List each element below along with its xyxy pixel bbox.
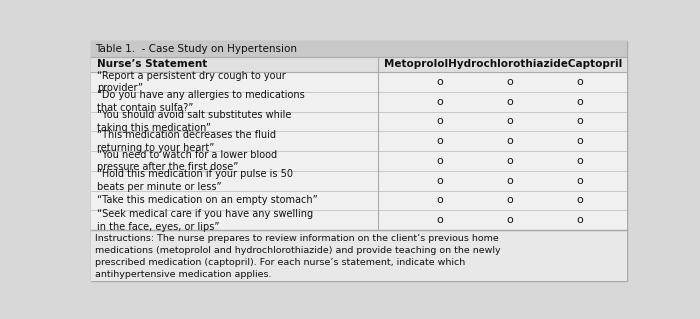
Bar — [90, 171, 627, 190]
Text: Instructions: The nurse prepares to review information on the client’s previous : Instructions: The nurse prepares to revi… — [95, 234, 501, 279]
Text: o: o — [507, 176, 513, 186]
Text: o: o — [576, 156, 583, 166]
Text: o: o — [437, 116, 444, 127]
Text: o: o — [437, 97, 444, 107]
Bar — [90, 230, 627, 281]
Text: o: o — [437, 176, 444, 186]
Text: o: o — [507, 196, 513, 205]
Text: o: o — [507, 215, 513, 225]
Text: o: o — [437, 215, 444, 225]
Text: “Report a persistent dry cough to your
provider”: “Report a persistent dry cough to your p… — [97, 70, 286, 93]
Text: o: o — [576, 215, 583, 225]
Text: o: o — [437, 156, 444, 166]
Bar — [90, 92, 627, 112]
Text: o: o — [576, 77, 583, 87]
Bar — [90, 72, 627, 92]
Bar — [90, 151, 627, 171]
Text: “Do you have any allergies to medications
that contain sulfa?”: “Do you have any allergies to medication… — [97, 90, 304, 113]
Bar — [90, 57, 627, 72]
Bar — [90, 41, 627, 57]
Text: o: o — [437, 196, 444, 205]
Text: o: o — [507, 77, 513, 87]
Text: o: o — [437, 77, 444, 87]
Text: Table 1.  - Case Study on Hypertension: Table 1. - Case Study on Hypertension — [95, 44, 298, 54]
Text: Nurse’s Statement: Nurse’s Statement — [97, 59, 207, 70]
Bar — [90, 112, 627, 131]
Text: o: o — [507, 116, 513, 127]
Text: “Seek medical care if you have any swelling
in the face, eyes, or lips”: “Seek medical care if you have any swell… — [97, 209, 313, 232]
Text: o: o — [507, 156, 513, 166]
Text: “You need to watch for a lower blood
pressure after the first dose”: “You need to watch for a lower blood pre… — [97, 150, 277, 172]
Bar — [90, 131, 627, 151]
Text: o: o — [576, 196, 583, 205]
Text: “Hold this medication if your pulse is 50
beats per minute or less”: “Hold this medication if your pulse is 5… — [97, 169, 293, 192]
Bar — [90, 210, 627, 230]
Text: o: o — [576, 116, 583, 127]
Text: o: o — [576, 97, 583, 107]
Text: o: o — [437, 136, 444, 146]
Text: o: o — [576, 136, 583, 146]
Text: o: o — [507, 136, 513, 146]
Bar — [90, 190, 627, 210]
Text: “This medication decreases the fluid
returning to your heart”: “This medication decreases the fluid ret… — [97, 130, 276, 152]
Text: “Take this medication on an empty stomach”: “Take this medication on an empty stomac… — [97, 196, 318, 205]
Text: MetoprololHydrochlorothiazideCaptopril: MetoprololHydrochlorothiazideCaptopril — [384, 59, 622, 70]
Text: “You should avoid salt substitutes while
taking this medication”: “You should avoid salt substitutes while… — [97, 110, 291, 133]
Text: o: o — [507, 97, 513, 107]
Text: o: o — [576, 176, 583, 186]
